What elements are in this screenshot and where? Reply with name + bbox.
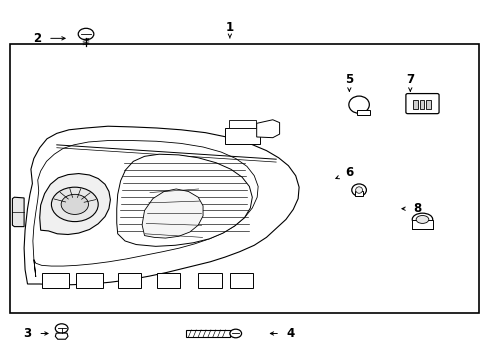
FancyBboxPatch shape — [412, 100, 417, 109]
Text: 7: 7 — [406, 73, 413, 86]
Circle shape — [51, 187, 98, 222]
Polygon shape — [117, 154, 252, 246]
Bar — [10, 44, 478, 313]
FancyBboxPatch shape — [185, 330, 229, 337]
Text: 2: 2 — [33, 32, 41, 45]
FancyBboxPatch shape — [405, 94, 438, 114]
Polygon shape — [40, 174, 110, 234]
FancyBboxPatch shape — [354, 191, 362, 196]
Ellipse shape — [355, 187, 362, 193]
FancyBboxPatch shape — [356, 110, 369, 116]
Polygon shape — [12, 197, 24, 226]
FancyBboxPatch shape — [42, 273, 69, 288]
Text: 8: 8 — [413, 202, 421, 215]
Polygon shape — [55, 333, 68, 339]
Text: 1: 1 — [225, 21, 233, 34]
Ellipse shape — [348, 96, 368, 113]
Circle shape — [55, 324, 68, 333]
Text: 5: 5 — [345, 73, 353, 86]
FancyBboxPatch shape — [411, 220, 432, 229]
FancyBboxPatch shape — [118, 273, 141, 288]
FancyBboxPatch shape — [157, 273, 180, 288]
Text: 6: 6 — [345, 166, 353, 179]
FancyBboxPatch shape — [76, 273, 103, 288]
Circle shape — [229, 329, 241, 338]
FancyBboxPatch shape — [224, 128, 260, 144]
Circle shape — [61, 194, 88, 215]
Circle shape — [78, 28, 94, 40]
Polygon shape — [33, 140, 258, 277]
Text: 4: 4 — [286, 327, 294, 340]
Text: 3: 3 — [23, 327, 32, 340]
Polygon shape — [24, 126, 299, 285]
FancyBboxPatch shape — [198, 273, 221, 288]
Polygon shape — [142, 189, 203, 238]
FancyBboxPatch shape — [426, 100, 430, 109]
Ellipse shape — [411, 213, 432, 226]
FancyBboxPatch shape — [228, 120, 255, 128]
Ellipse shape — [415, 216, 428, 224]
Ellipse shape — [351, 184, 366, 196]
FancyBboxPatch shape — [229, 273, 253, 288]
FancyBboxPatch shape — [419, 100, 424, 109]
Polygon shape — [256, 120, 279, 138]
